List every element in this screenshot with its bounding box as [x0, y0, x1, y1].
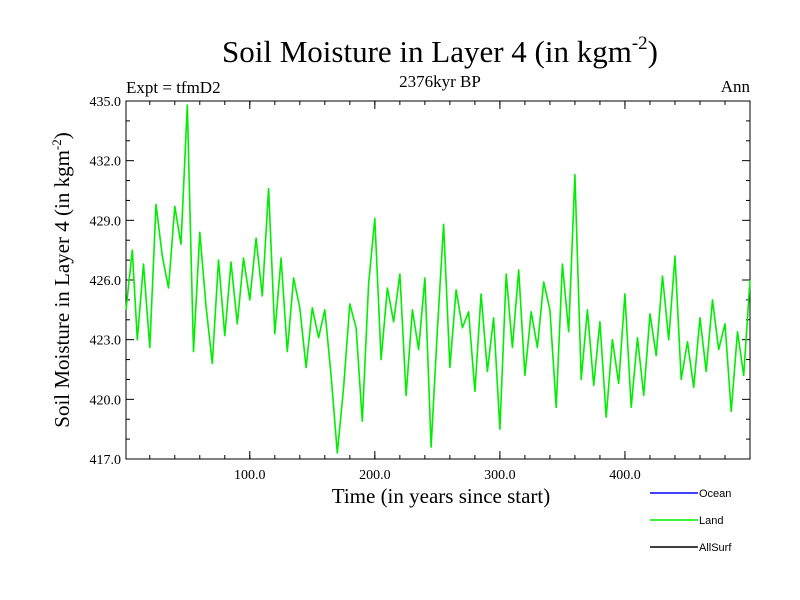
- subtitle-center: 2376kyr BP: [399, 72, 481, 91]
- x-tick-label: 200.0: [359, 468, 391, 483]
- y-tick-label: 429.0: [90, 214, 122, 229]
- axes: 100.0 200.0 300.0 400.0 417.0 420.0 423.0 426.0…: [90, 95, 750, 483]
- x-axis-label: Time (in years since start): [332, 484, 551, 508]
- legend-label-allsurf: AllSurf: [699, 542, 732, 554]
- legend: Ocean Land AllSurf: [650, 488, 732, 554]
- x-tick-label: 400.0: [609, 468, 641, 483]
- y-tick-label: 432.0: [90, 155, 122, 170]
- series-line-land: [125, 104, 751, 454]
- legend-label-land: Land: [699, 515, 723, 527]
- y-tick-label: 426.0: [90, 274, 122, 289]
- series-layer: [125, 104, 751, 454]
- y-tick-label: 423.0: [90, 334, 122, 349]
- y-tick-label: 417.0: [90, 453, 122, 468]
- chart-title: Soil Moisture in Layer 4 (in kgm-2): [222, 33, 658, 69]
- subtitle-left: Expt = tfmD2: [126, 78, 221, 97]
- y-tick-label: 435.0: [90, 95, 122, 110]
- y-tick-label: 420.0: [90, 393, 122, 408]
- x-tick-label: 300.0: [484, 468, 516, 483]
- subtitle-right: Ann: [721, 77, 751, 96]
- x-tick-label: 100.0: [234, 468, 266, 483]
- legend-label-ocean: Ocean: [699, 488, 731, 500]
- y-axis-label: Soil Moisture in Layer 4 (in kgm-2): [49, 132, 74, 427]
